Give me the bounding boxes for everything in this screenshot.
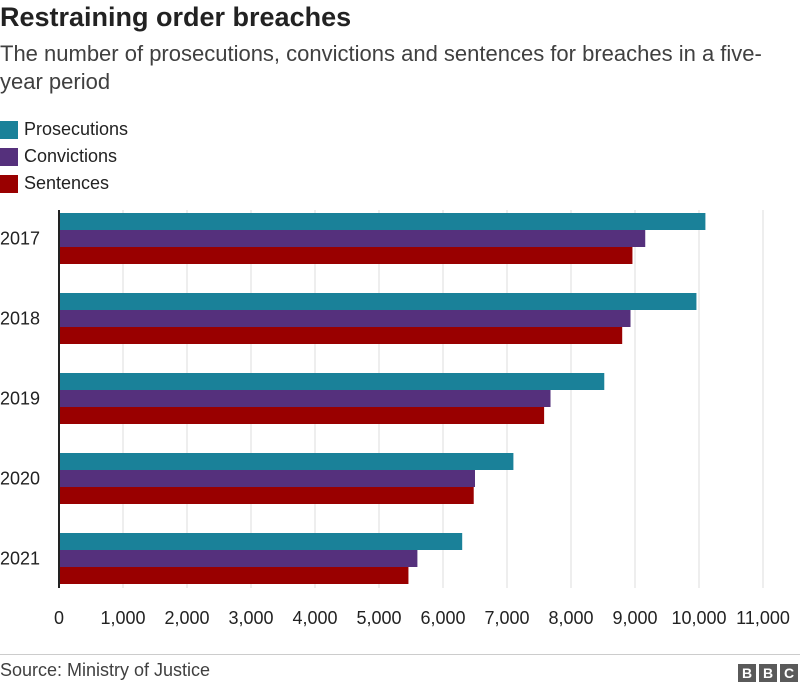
x-tick-label: 5,000: [356, 608, 401, 628]
bar-chart: 0 1,000 2,000 3,000 4,000 5,000 6,000 7,000 8,00…: [0, 210, 790, 628]
footer-divider: [0, 654, 800, 655]
x-tick-label: 7,000: [484, 608, 529, 628]
bar-prosecutions-2017: [59, 213, 706, 230]
x-tick-label: 1,000: [100, 608, 145, 628]
legend-swatch-convictions: [0, 147, 18, 166]
y-category-label: 2018: [0, 309, 40, 329]
legend: Prosecutions Convictions Sentences: [0, 116, 128, 197]
x-tick-label: 9,000: [612, 608, 657, 628]
chart-title: Restraining order breaches: [0, 2, 352, 32]
bar-prosecutions-2021: [59, 533, 463, 550]
bbc-logo-letter: B: [759, 664, 777, 682]
x-tick-label: 0: [54, 608, 64, 628]
bar-prosecutions-2018: [59, 293, 697, 310]
x-tick-label: 10,000: [671, 608, 726, 628]
source-note: Source: Ministry of Justice: [0, 660, 211, 680]
legend-label-convictions: Convictions: [24, 146, 118, 166]
bar-sentences-2018: [59, 327, 623, 344]
bar-convictions-2017: [59, 230, 646, 247]
chart-subtitle: The number of prosecutions, convictions …: [0, 41, 762, 94]
legend-swatch-sentences: [0, 174, 18, 193]
bar-sentences-2017: [59, 247, 633, 264]
legend-item-sentences: Sentences: [0, 170, 128, 197]
bbc-logo: B B C: [738, 664, 798, 682]
legend-item-convictions: Convictions: [0, 143, 128, 170]
legend-item-prosecutions: Prosecutions: [0, 116, 128, 143]
bbc-logo-letter: B: [738, 664, 756, 682]
bar-convictions-2020: [59, 470, 475, 487]
y-category-label: 2019: [0, 389, 40, 409]
x-tick-label: 2,000: [164, 608, 209, 628]
bar-sentences-2019: [59, 407, 545, 424]
bar-sentences-2021: [59, 567, 409, 584]
bar-convictions-2018: [59, 310, 631, 327]
y-category-label: 2017: [0, 229, 40, 249]
bbc-logo-letter: C: [780, 664, 798, 682]
bar-convictions-2021: [59, 550, 418, 567]
bar-prosecutions-2019: [59, 373, 605, 390]
x-tick-label: 3,000: [228, 608, 273, 628]
bar-sentences-2020: [59, 487, 474, 504]
legend-label-prosecutions: Prosecutions: [24, 119, 129, 139]
x-tick-label: 4,000: [292, 608, 337, 628]
y-category-label: 2021: [0, 549, 40, 569]
y-category-label: 2020: [0, 469, 40, 489]
x-tick-label: 6,000: [420, 608, 465, 628]
bar-convictions-2019: [59, 390, 551, 407]
legend-swatch-prosecutions: [0, 120, 18, 139]
x-tick-label: 11,000: [736, 608, 790, 628]
legend-label-sentences: Sentences: [24, 173, 110, 193]
x-tick-label: 8,000: [548, 608, 593, 628]
bar-prosecutions-2020: [59, 453, 514, 470]
